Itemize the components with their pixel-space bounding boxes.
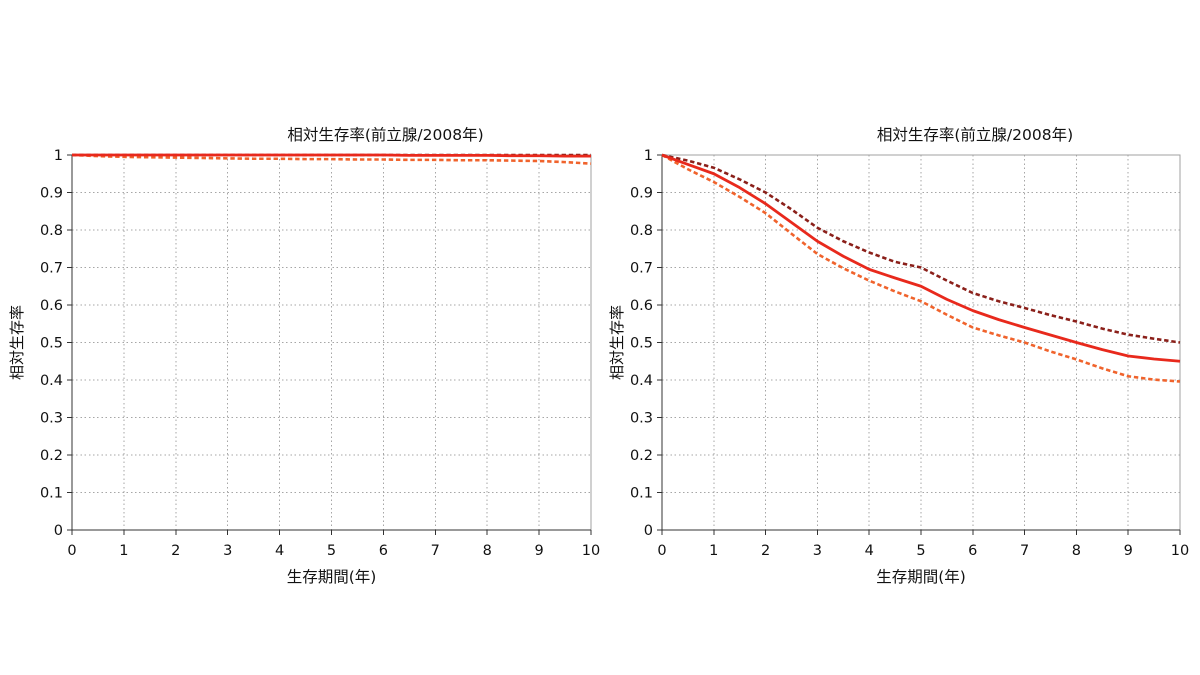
y-axis-label: 相対生存率 xyxy=(608,305,626,380)
y-tick-label: 0.2 xyxy=(40,448,63,464)
x-axis-label: 生存期間(年) xyxy=(287,568,377,586)
x-tick-label: 5 xyxy=(916,543,925,559)
y-tick-label: 0.9 xyxy=(40,186,63,202)
x-tick-label: 1 xyxy=(119,543,128,559)
x-tick-label: 8 xyxy=(1072,543,1081,559)
chart-background xyxy=(600,0,1200,675)
x-tick-label: 6 xyxy=(379,543,388,559)
chart-panel-right: 0 1 2 3 4 5 6 7 8 9 10 0 0.1 0.2 0.3 0.4 0.5 0.6 0.7 0.8 0.9… xyxy=(600,0,1200,675)
x-tick-label: 7 xyxy=(431,543,440,559)
y-axis-label: 相対生存率 xyxy=(8,305,26,380)
y-tick-label: 0.7 xyxy=(630,261,653,277)
series-upper-bound xyxy=(661,153,1181,344)
x-tick-label: 2 xyxy=(761,543,770,559)
x-tick-label: 2 xyxy=(171,543,180,559)
x-tick-label: 7 xyxy=(1020,543,1029,559)
x-tick-label: 9 xyxy=(534,543,543,559)
y-tick-label: 0.8 xyxy=(630,223,653,239)
series-lower-bound xyxy=(661,153,1181,383)
y-tick-label: 0.8 xyxy=(40,223,63,239)
y-tick-label: 0.5 xyxy=(630,336,653,352)
y-tick-label: 0.7 xyxy=(40,261,63,277)
series-lower-bound xyxy=(71,153,592,165)
x-tick-label: 4 xyxy=(275,543,284,559)
series-relative-survival xyxy=(72,153,591,158)
x-tick-label: 1 xyxy=(709,543,718,559)
x-tick-label: 0 xyxy=(657,543,666,559)
y-tick-label: 0.9 xyxy=(630,186,653,202)
y-tick-label: 0.6 xyxy=(630,298,653,314)
x-tick-label: 5 xyxy=(327,543,336,559)
x-tick-label: 3 xyxy=(223,543,232,559)
x-tick-label: 8 xyxy=(483,543,492,559)
chart-background xyxy=(0,0,600,675)
y-tick-label: 0.3 xyxy=(630,411,653,427)
y-tick-label: 0 xyxy=(644,523,653,539)
x-axis-label: 生存期間(年) xyxy=(876,568,966,586)
chart-svg: 0 1 2 3 4 5 6 7 8 9 10 0 0.1 0.2 0.3 0.4 0.5 0.6 0.7 0.8 0.9… xyxy=(600,0,1200,675)
x-tick-label: 0 xyxy=(67,543,76,559)
y-tick-label: 0.2 xyxy=(630,448,653,464)
chart-svg: 0 1 2 3 4 5 6 7 8 9 10 0 0.1 0.2 0.3 0.4 0.5 0.6 0.7 0.8 0.9… xyxy=(0,0,600,675)
x-tick-label: 3 xyxy=(813,543,822,559)
y-tick-label: 0.1 xyxy=(40,486,63,502)
y-tick-label: 0.6 xyxy=(40,298,63,314)
chart-panel-left: 0 1 2 3 4 5 6 7 8 9 10 0 0.1 0.2 0.3 0.4 0.5 0.6 0.7 0.8 0.9… xyxy=(0,0,600,675)
y-tick-label: 1 xyxy=(54,148,63,164)
y-tick-label: 0.3 xyxy=(40,411,63,427)
y-tick-label: 0.4 xyxy=(40,373,63,389)
y-tick-label: 0.1 xyxy=(630,486,653,502)
y-tick-label: 0.4 xyxy=(630,373,653,389)
y-tick-label: 0 xyxy=(54,523,63,539)
x-tick-label: 10 xyxy=(1171,543,1189,559)
x-tick-label: 9 xyxy=(1124,543,1133,559)
x-tick-label: 6 xyxy=(968,543,977,559)
chart-title: 相対生存率(前立腺/2008年) xyxy=(287,126,483,144)
x-tick-label: 10 xyxy=(582,543,600,559)
series-relative-survival xyxy=(661,153,1181,363)
y-tick-label: 1 xyxy=(644,148,653,164)
x-tick-label: 4 xyxy=(865,543,874,559)
y-tick-label: 0.5 xyxy=(40,336,63,352)
chart-title: 相対生存率(前立腺/2008年) xyxy=(877,126,1073,144)
